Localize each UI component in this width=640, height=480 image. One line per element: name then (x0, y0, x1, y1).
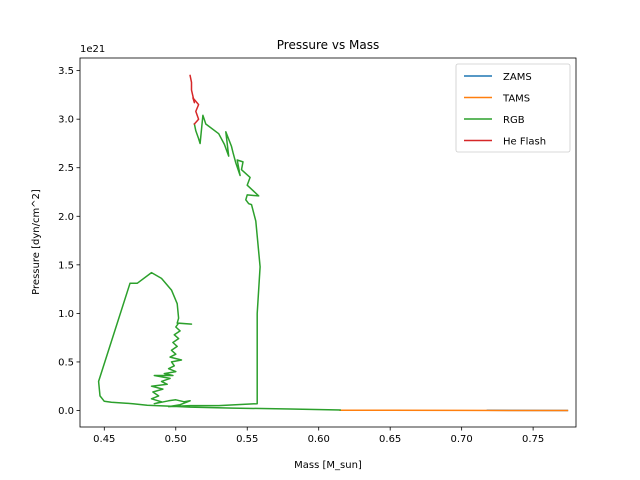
y-tick-label: 0.5 (58, 357, 74, 368)
chart-title: Pressure vs Mass (277, 38, 379, 52)
plot-frame (79, 57, 577, 428)
x-tick-label: 0.50 (165, 434, 187, 445)
y-tick-label: 3.5 (58, 66, 74, 77)
legend-entry: He Flash (503, 137, 546, 148)
legend-entry: RGB (503, 115, 525, 126)
legend: ZAMS TAMS RGB He Flash (455, 63, 571, 153)
y-tick-label: 3.0 (58, 115, 74, 126)
legend-entry: ZAMS (503, 72, 532, 83)
y-tick-label: 0.0 (58, 406, 74, 417)
x-axis-ticks: 0.45 0.50 0.55 0.60 0.65 0.70 0.75 (93, 427, 544, 445)
y-tick-label: 1.0 (58, 309, 74, 320)
x-tick-label: 0.45 (93, 434, 115, 445)
legend-entry: TAMS (502, 94, 530, 105)
y-tick-label: 2.5 (58, 163, 74, 174)
legend-box (455, 63, 571, 153)
x-axis-label: Mass [M_sun] (294, 460, 362, 471)
series-line-rgb (97, 114, 341, 411)
y-axis-label: Pressure [dyn/cm^2] (31, 189, 42, 295)
y-axis-ticks: 0.0 0.5 1.0 1.5 2.0 2.5 3.0 3.5 (58, 66, 80, 417)
y-tick-label: 2.0 (58, 212, 74, 223)
y-axis-multiplier: 1e21 (80, 44, 105, 55)
x-tick-label: 0.65 (379, 434, 401, 445)
x-tick-label: 0.70 (451, 434, 473, 445)
plot-lines (97, 74, 569, 412)
x-tick-label: 0.75 (522, 434, 544, 445)
x-tick-label: 0.60 (308, 434, 330, 445)
x-tick-label: 0.55 (236, 434, 258, 445)
series-line-he-flash (189, 74, 200, 126)
y-tick-label: 1.5 (58, 260, 74, 271)
